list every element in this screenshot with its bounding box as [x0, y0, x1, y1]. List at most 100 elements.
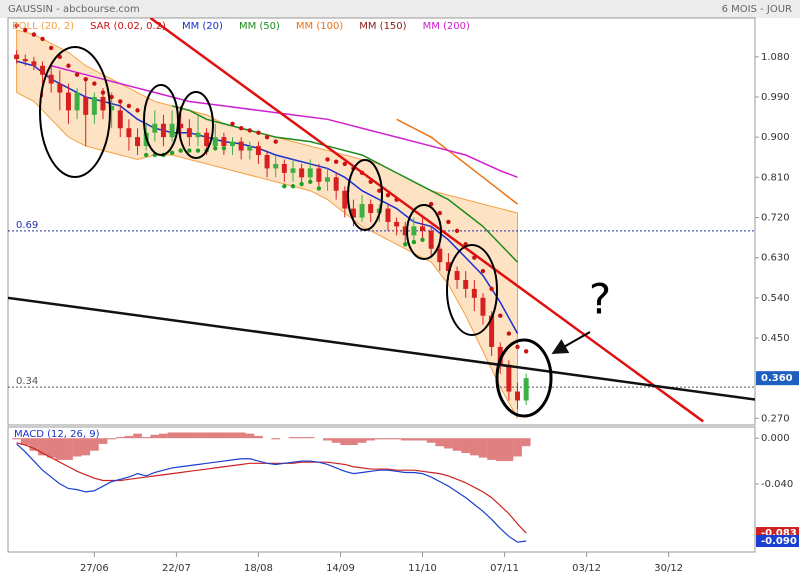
x-tick-label: 03/12 [572, 563, 601, 574]
y-tick-label: 0.540 [761, 293, 790, 304]
candle-body [428, 230, 434, 249]
candle-body [489, 315, 495, 347]
candle-body [437, 248, 443, 263]
macd-histogram-bar [305, 437, 315, 439]
macd-line [16, 443, 527, 543]
macd-histogram-bar [64, 438, 73, 460]
y-tick-label: 0.990 [761, 92, 790, 103]
macd-histogram-bar [46, 438, 56, 458]
x-tick-label: 18/08 [244, 563, 273, 574]
sar-dot [377, 188, 382, 193]
candle-body [515, 391, 521, 401]
candle-body [247, 146, 253, 151]
last-value-box [756, 371, 799, 386]
candle-body [169, 123, 175, 138]
sar-dot [187, 148, 192, 153]
sar-dot [308, 179, 313, 184]
y-tick-label: -0.040 [761, 479, 793, 490]
sar-dot [420, 237, 425, 242]
macd-histogram-bar [392, 438, 402, 440]
macd-histogram-bar [38, 438, 47, 456]
candle-body [290, 168, 296, 173]
macd-histogram-bar [349, 438, 358, 446]
sar-dot [428, 201, 434, 207]
sar-dot [83, 76, 88, 82]
trendline [149, 18, 704, 423]
candle-body [117, 110, 123, 129]
macd-histogram-bar [504, 438, 514, 462]
macd-histogram-bar [184, 432, 194, 439]
sar-dot [446, 219, 451, 225]
sar-dot [333, 159, 339, 164]
sar-dot [57, 54, 63, 60]
sar-dot [195, 148, 201, 153]
macd-histogram-bar [495, 438, 505, 462]
sar-dot [48, 45, 54, 51]
candle-body [463, 279, 469, 289]
arrow [551, 331, 591, 354]
legend-entry: MM (200) [423, 21, 470, 32]
sar-dot [100, 90, 106, 95]
sar-dot [480, 268, 486, 274]
macd-histogram-bar [141, 437, 151, 439]
macd-histogram-bar [478, 438, 488, 458]
sar-dot [325, 157, 330, 162]
macd-histogram-bar [444, 438, 453, 449]
macd-histogram-bar [12, 438, 22, 440]
candle-body [273, 163, 279, 169]
sar-dot [238, 126, 244, 131]
sar-dot [109, 94, 114, 100]
macd-histogram-bar [124, 435, 134, 439]
x-tick-label: 22/07 [162, 563, 191, 574]
candle-body [420, 226, 426, 231]
reference-label: 0.69 [16, 220, 38, 231]
candle-body [255, 146, 261, 156]
y-tick-label: 0.630 [761, 253, 790, 264]
macd-histogram-bar [107, 438, 117, 440]
sar-dot [66, 63, 71, 68]
candle-body [264, 155, 270, 169]
macd-histogram-bar [20, 438, 30, 446]
macd-histogram-bar [288, 437, 298, 439]
y-tick-label: 0.720 [761, 212, 790, 223]
candle-body [109, 105, 115, 111]
candle-body [333, 177, 339, 191]
legend-entry: MM (150) [359, 21, 406, 32]
highlight-ellipse [495, 338, 553, 418]
last-value-label: 0.360 [761, 373, 793, 384]
sar-dot [135, 108, 140, 113]
sar-dot [411, 239, 417, 245]
macd-histogram-bar [513, 438, 522, 457]
sar-dot [169, 150, 175, 155]
candle-body [402, 226, 408, 236]
candle-body [299, 168, 305, 178]
candle-body [523, 378, 529, 401]
legend-entry: MM (100) [296, 21, 343, 32]
y-tick-label: 0.270 [761, 413, 790, 424]
macd-histogram-bar [469, 438, 479, 456]
sar-dot [454, 228, 460, 234]
sar-dot [143, 152, 149, 158]
macd-histogram-bar [254, 435, 263, 439]
sar-dot [437, 210, 442, 216]
highlight-ellipse [143, 84, 179, 156]
moving-average-line [171, 105, 519, 263]
candle-body [316, 168, 322, 182]
x-tick-label: 11/10 [408, 563, 437, 574]
highlight-ellipse [178, 91, 214, 159]
sar-dot [92, 81, 97, 86]
macd-histogram-bar [98, 438, 108, 444]
macd-histogram-bar [297, 437, 307, 439]
candle-body [230, 141, 236, 147]
header-bar [0, 0, 800, 18]
sar-dot [498, 313, 503, 318]
candle-body [160, 123, 166, 138]
sar-dot [316, 186, 322, 191]
x-tick-label: 07/11 [490, 563, 519, 574]
sar-dot [221, 146, 227, 151]
last-value-label: -0.090 [761, 536, 797, 547]
sar-dot [14, 23, 19, 28]
main-plot [8, 18, 755, 423]
sar-dot [342, 161, 347, 167]
macd-histogram-bar [193, 432, 203, 439]
